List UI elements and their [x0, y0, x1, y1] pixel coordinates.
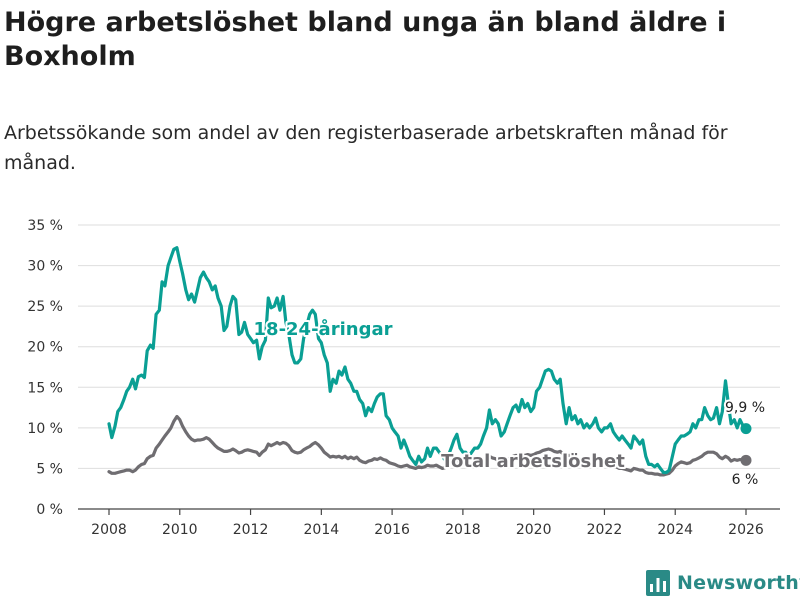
x-tick-label: 2010: [162, 522, 198, 538]
y-tick-label: 10 %: [27, 421, 63, 437]
y-tick-label: 35 %: [27, 218, 63, 234]
x-tick-label: 2018: [445, 522, 481, 538]
gridlines: [78, 224, 780, 469]
youth-end-value: 9,9 %: [725, 400, 765, 416]
x-tick-label: 2012: [233, 522, 269, 538]
chart-subtitle: Arbetssökande som andel av den registerb…: [4, 122, 728, 174]
youth-series-label: 18-24-åringar: [254, 318, 393, 340]
x-tick-label: 2016: [374, 522, 410, 538]
y-tick-label: 5 %: [36, 461, 63, 477]
total-line: [107, 414, 748, 477]
series-lines: [107, 246, 752, 477]
chart-title: Högre arbetslöshet bland unga än bland ä…: [4, 7, 727, 72]
x-tick-label: 2022: [587, 522, 623, 538]
y-tick-label: 0 %: [36, 502, 63, 518]
x-tick-label: 2008: [91, 522, 127, 538]
y-tick-label: 20 %: [27, 340, 63, 356]
brand-name: Newsworthy: [677, 572, 800, 594]
youth-line: [107, 246, 748, 475]
x-tick-label: 2014: [304, 522, 340, 538]
total-end-point: [740, 454, 752, 466]
y-tick-label: 30 %: [27, 259, 63, 275]
x-tick-label: 2024: [657, 522, 693, 538]
series-labels: 18-24-åringar Total arbetslöshet 9,9 % 6 %: [252, 316, 768, 490]
y-axis: 0 % 5 % 10 % 15 % 20 % 25 % 30 % 35 %: [27, 218, 63, 518]
y-tick-label: 25 %: [27, 299, 63, 315]
x-axis: 2008 2010 2012 2014 2016 2018 2020 2022 2024 2026: [78, 508, 780, 538]
youth-end-point: [740, 423, 752, 435]
newsworthy-logo[interactable]: Newsworthy: [646, 570, 800, 596]
bar-chart-icon: [646, 570, 670, 596]
total-end-value: 6 %: [732, 472, 759, 488]
total-series-label: Total arbetslöshet: [441, 451, 625, 472]
y-tick-label: 15 %: [27, 380, 63, 396]
x-tick-label: 2026: [728, 522, 764, 538]
x-tick-label: 2020: [516, 522, 552, 538]
